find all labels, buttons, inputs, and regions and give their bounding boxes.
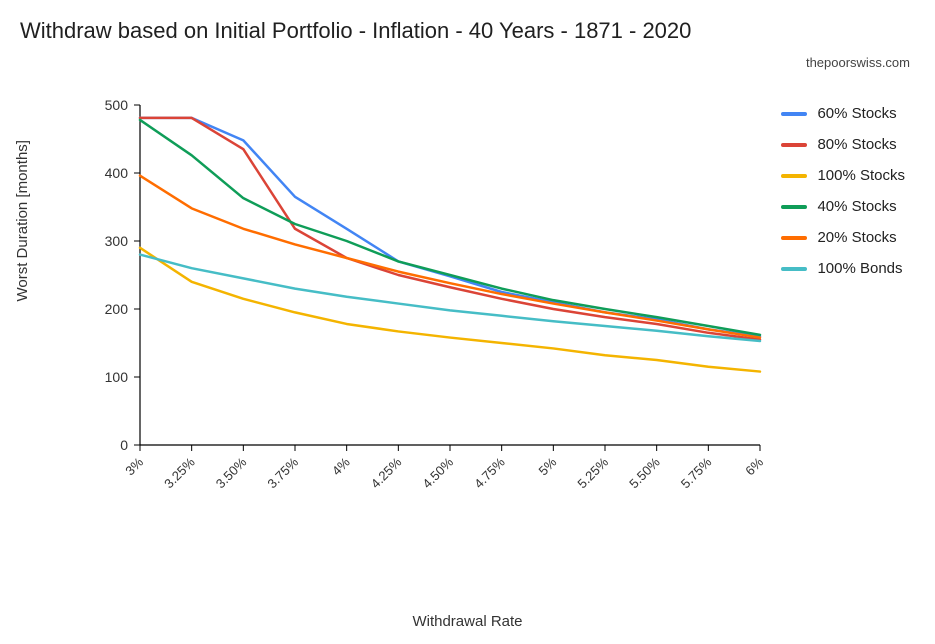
legend-label: 20% Stocks [817, 229, 896, 246]
legend-swatch [781, 174, 807, 178]
legend-swatch [781, 236, 807, 240]
chart-credit: thepoorswiss.com [806, 55, 910, 70]
legend-swatch [781, 205, 807, 209]
legend-item: 80% Stocks [781, 136, 905, 153]
y-axis-label: Worst Duration [months] [14, 140, 31, 301]
x-tick-label: 5.75% [678, 454, 715, 491]
series-line [140, 176, 760, 338]
legend-item: 100% Stocks [781, 167, 905, 184]
series-line [140, 118, 760, 340]
legend: 60% Stocks 80% Stocks 100% Stocks 40% Stock… [781, 105, 905, 291]
x-axis-label: Withdrawal Rate [0, 613, 935, 630]
legend-label: 100% Bonds [817, 260, 902, 277]
legend-label: 80% Stocks [817, 136, 896, 153]
legend-label: 60% Stocks [817, 105, 896, 122]
x-tick-label: 4.25% [368, 454, 405, 491]
series-line [140, 255, 760, 341]
series-line [140, 118, 760, 336]
x-axis: 3% 3.25% 3.50% 3.75% 4% 4.25% 4.50% 4.75% 5% 5.25… [122, 445, 766, 491]
y-tick-label: 300 [105, 233, 129, 249]
legend-item: 20% Stocks [781, 229, 905, 246]
legend-swatch [781, 112, 807, 116]
y-tick-label: 100 [105, 369, 129, 385]
legend-item: 60% Stocks [781, 105, 905, 122]
x-tick-label: 6% [742, 454, 766, 478]
x-tick-label: 4.75% [471, 454, 508, 491]
legend-swatch [781, 267, 807, 271]
y-tick-label: 0 [120, 437, 128, 453]
x-tick-label: 5.50% [626, 454, 663, 491]
chart-title: Withdraw based on Initial Portfolio - In… [20, 18, 691, 44]
x-tick-label: 3.50% [213, 454, 250, 491]
y-tick-label: 500 [105, 97, 129, 113]
plot-svg: 0 100 200 300 400 500 3% 3.25% 3.50% 3.75% 4% 4.25%… [90, 95, 770, 515]
legend-item: 40% Stocks [781, 198, 905, 215]
legend-swatch [781, 143, 807, 147]
y-tick-label: 400 [105, 165, 129, 181]
x-tick-label: 3% [122, 454, 146, 478]
x-tick-label: 3.75% [264, 454, 301, 491]
legend-item: 100% Bonds [781, 260, 905, 277]
series-line [140, 120, 760, 335]
plot-area: 0 100 200 300 400 500 3% 3.25% 3.50% 3.75% 4% 4.25%… [90, 95, 770, 515]
x-tick-label: 5% [536, 454, 560, 478]
x-tick-label: 4% [329, 454, 353, 478]
x-tick-label: 5.25% [574, 454, 611, 491]
x-tick-label: 4.50% [419, 454, 456, 491]
chart-container: Withdraw based on Initial Portfolio - In… [0, 0, 935, 644]
legend-label: 100% Stocks [817, 167, 905, 184]
x-tick-label: 3.25% [161, 454, 198, 491]
y-axis: 0 100 200 300 400 500 [105, 97, 140, 453]
y-tick-label: 200 [105, 301, 129, 317]
legend-label: 40% Stocks [817, 198, 896, 215]
